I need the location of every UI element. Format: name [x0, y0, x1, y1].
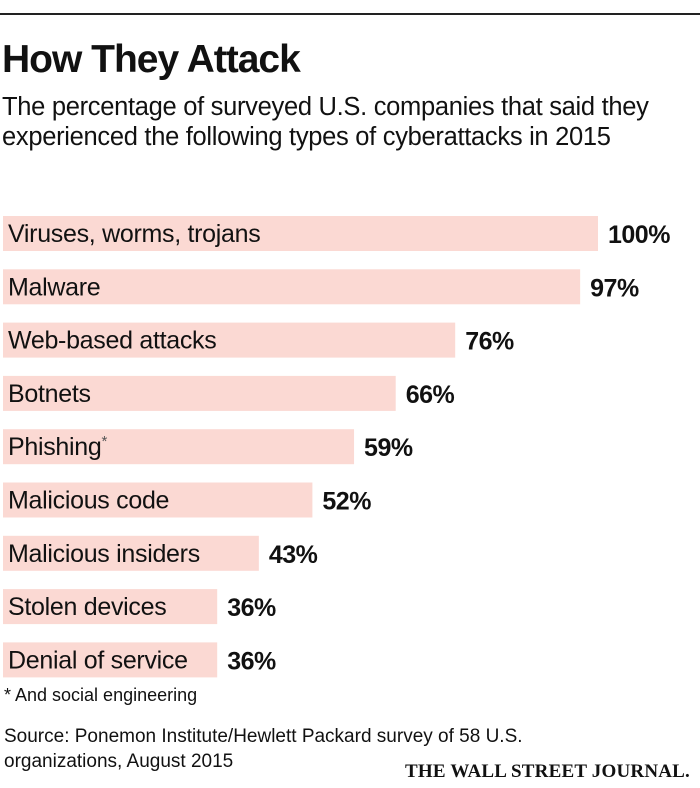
bar: [3, 642, 218, 678]
value-label: 52%: [322, 488, 371, 516]
footnote-marker: *: [102, 433, 108, 450]
category-label: Botnets: [8, 380, 91, 408]
bar: [3, 482, 313, 518]
source-note: Source: Ponemon Institute/Hewlett Packar…: [4, 726, 523, 772]
chart-title: How They Attack: [2, 38, 301, 81]
value-label: 76%: [465, 328, 514, 356]
value-label: 66%: [406, 381, 455, 409]
value-label: 100%: [608, 221, 670, 249]
category-label: Web-based attacks: [8, 327, 216, 355]
category-label: Malicious code: [8, 487, 169, 515]
bar: [3, 322, 456, 358]
value-label: 36%: [227, 647, 276, 675]
category-label: Viruses, worms, trojans: [8, 220, 260, 248]
bar: [3, 535, 259, 571]
value-label: 97%: [590, 274, 639, 302]
bar: [3, 216, 598, 251]
publisher-logo: THE WALL STREET JOURNAL.: [405, 761, 690, 782]
chart-subtitle: The percentage of surveyed U.S. companie…: [2, 93, 649, 151]
value-label: 59%: [364, 434, 413, 462]
value-label: 43%: [269, 541, 318, 569]
value-label: 36%: [227, 594, 276, 622]
bar: [3, 429, 355, 465]
bar: [3, 375, 396, 411]
top-rule: [0, 13, 700, 15]
category-label: Denial of service: [8, 646, 188, 674]
category-label: Malware: [8, 273, 100, 301]
category-label: Malicious insiders: [8, 540, 200, 568]
category-label: Phishing*: [8, 433, 108, 461]
footnote: * And social engineering: [4, 685, 198, 705]
category-label: Stolen devices: [8, 593, 166, 621]
bar: [3, 269, 581, 305]
bar: [3, 589, 218, 625]
